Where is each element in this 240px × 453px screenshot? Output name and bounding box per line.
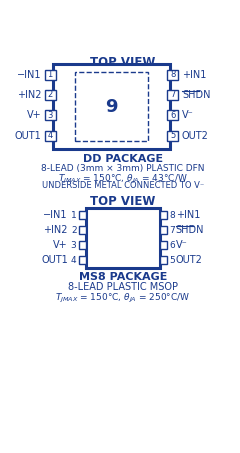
Text: SHDN: SHDN bbox=[176, 225, 204, 235]
Text: DD PACKAGE: DD PACKAGE bbox=[83, 154, 163, 164]
Text: V⁻: V⁻ bbox=[176, 240, 187, 250]
Text: +IN2: +IN2 bbox=[17, 90, 42, 100]
Bar bbox=[53, 64, 169, 149]
Text: OUT1: OUT1 bbox=[15, 131, 42, 141]
Bar bbox=[79, 241, 86, 249]
Bar bbox=[160, 256, 167, 264]
Text: 8-LEAD (3mm × 3mm) PLASTIC DFN: 8-LEAD (3mm × 3mm) PLASTIC DFN bbox=[41, 164, 205, 173]
Bar bbox=[45, 90, 56, 100]
Text: OUT1: OUT1 bbox=[41, 255, 68, 265]
Text: 1: 1 bbox=[71, 211, 77, 220]
Text: 2: 2 bbox=[71, 226, 77, 235]
Bar bbox=[79, 211, 86, 219]
Text: SHDN: SHDN bbox=[182, 90, 210, 100]
Text: TOP VIEW: TOP VIEW bbox=[90, 56, 156, 69]
Bar bbox=[167, 131, 178, 141]
Text: V⁻: V⁻ bbox=[182, 111, 194, 120]
Text: 8-LEAD PLASTIC MSOP: 8-LEAD PLASTIC MSOP bbox=[68, 282, 178, 292]
Bar bbox=[167, 70, 178, 80]
Bar bbox=[167, 111, 178, 120]
Text: OUT2: OUT2 bbox=[176, 255, 203, 265]
Text: +IN2: +IN2 bbox=[43, 225, 68, 235]
Bar bbox=[160, 226, 167, 234]
Text: UNDERSIDE METAL CONNECTED TO V⁻: UNDERSIDE METAL CONNECTED TO V⁻ bbox=[42, 181, 204, 190]
Text: +IN1: +IN1 bbox=[182, 70, 206, 80]
Text: 7: 7 bbox=[170, 91, 175, 100]
Bar bbox=[45, 70, 56, 80]
Text: 3: 3 bbox=[71, 241, 77, 250]
Bar bbox=[75, 72, 148, 141]
Text: TOP VIEW: TOP VIEW bbox=[90, 195, 156, 208]
Text: −IN1: −IN1 bbox=[43, 210, 68, 220]
Text: 8: 8 bbox=[170, 70, 175, 79]
Bar bbox=[86, 207, 160, 268]
Text: −IN1: −IN1 bbox=[17, 70, 42, 80]
Text: 6: 6 bbox=[170, 111, 175, 120]
Text: 4: 4 bbox=[71, 255, 77, 265]
Bar bbox=[79, 226, 86, 234]
Text: 5: 5 bbox=[169, 255, 175, 265]
Text: V+: V+ bbox=[53, 240, 68, 250]
Text: 5: 5 bbox=[170, 131, 175, 140]
Text: 4: 4 bbox=[48, 131, 53, 140]
Text: 1: 1 bbox=[48, 70, 53, 79]
Text: 2: 2 bbox=[48, 91, 53, 100]
Text: 3: 3 bbox=[48, 111, 53, 120]
Text: OUT2: OUT2 bbox=[182, 131, 209, 141]
Text: +IN1: +IN1 bbox=[176, 210, 200, 220]
Text: 9: 9 bbox=[105, 98, 118, 116]
Text: 8: 8 bbox=[169, 211, 175, 220]
Text: 7: 7 bbox=[169, 226, 175, 235]
Bar bbox=[79, 256, 86, 264]
Bar bbox=[45, 111, 56, 120]
Text: 6: 6 bbox=[169, 241, 175, 250]
Bar bbox=[167, 90, 178, 100]
Text: V+: V+ bbox=[27, 111, 42, 120]
Text: $T_{JMAX}$ = 150°C, $\theta_{JA}$ = 250°C/W: $T_{JMAX}$ = 150°C, $\theta_{JA}$ = 250°… bbox=[55, 292, 191, 304]
Bar bbox=[160, 241, 167, 249]
Bar bbox=[45, 131, 56, 141]
Bar bbox=[160, 211, 167, 219]
Text: $T_{JMAX}$ = 150°C, $\theta_{JA}$ = 43°C/W: $T_{JMAX}$ = 150°C, $\theta_{JA}$ = 43°C… bbox=[58, 173, 188, 186]
Text: MS8 PACKAGE: MS8 PACKAGE bbox=[79, 272, 167, 282]
